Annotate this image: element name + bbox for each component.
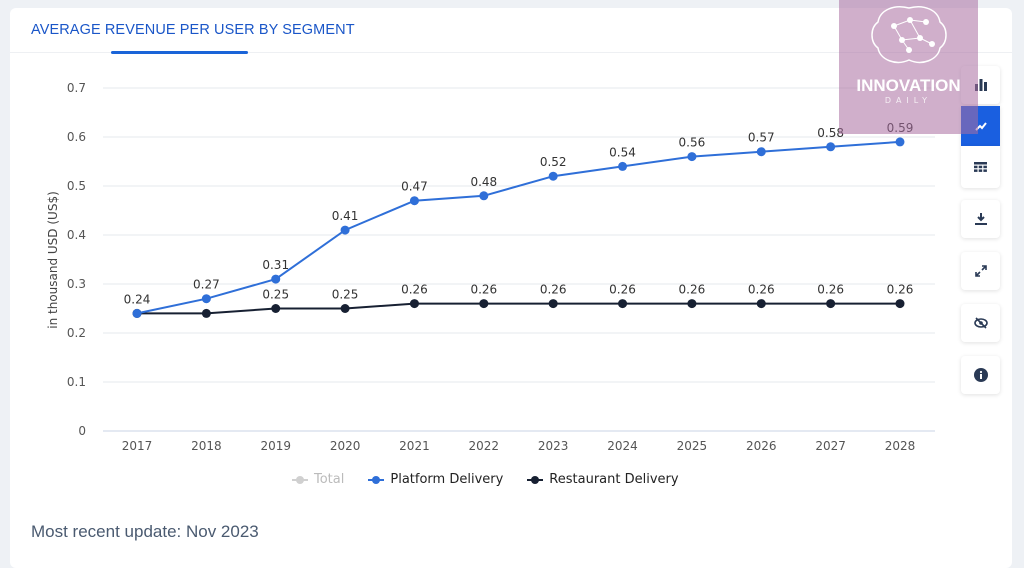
tab-divider (10, 52, 1012, 53)
data-point (618, 299, 628, 309)
x-tick-label: 2023 (538, 439, 569, 453)
data-label: 0.26 (679, 283, 706, 297)
y-tick-label: 0 (78, 424, 86, 438)
data-label: 0.54 (609, 145, 636, 159)
data-point (201, 308, 211, 318)
x-tick-label: 2024 (607, 439, 638, 453)
x-tick-label: 2027 (815, 439, 846, 453)
data-point (271, 304, 281, 313)
data-label: 0.58 (817, 126, 844, 140)
x-tick-label: 2021 (399, 439, 430, 453)
data-point (340, 304, 350, 313)
info-button[interactable] (961, 356, 1000, 394)
watermark-logo: INNOVATION DAILY (839, 0, 978, 134)
data-label: 0.52 (540, 155, 567, 169)
logo-name: INNOVATION (856, 76, 961, 95)
data-label: 0.26 (401, 283, 428, 297)
y-tick-label: 0.5 (67, 179, 86, 193)
legend-item-platform-delivery[interactable]: Platform Delivery (368, 472, 503, 487)
data-label: 0.25 (332, 288, 359, 302)
table-icon (974, 162, 987, 172)
info-icon (973, 368, 988, 382)
x-tick-label: 2028 (885, 439, 916, 453)
y-tick-label: 0.7 (67, 81, 86, 95)
data-label: 0.41 (332, 209, 359, 223)
data-label: 0.48 (470, 175, 497, 189)
hide-button[interactable] (961, 304, 1000, 342)
logo-sub: DAILY (884, 96, 933, 105)
data-point (756, 299, 766, 309)
data-point (895, 299, 905, 309)
x-tick-label: 2020 (330, 439, 361, 453)
y-axis-title: in thousand USD (US$) (46, 191, 60, 329)
data-point (271, 274, 281, 284)
data-point (826, 142, 836, 152)
expand-icon (974, 265, 987, 277)
data-label: 0.27 (193, 278, 220, 292)
legend-item-restaurant-delivery[interactable]: Restaurant Delivery (527, 472, 679, 487)
last-update-text: Most recent update: Nov 2023 (31, 522, 259, 541)
x-tick-label: 2025 (677, 439, 708, 453)
data-point (895, 137, 905, 147)
x-tick-label: 2022 (469, 439, 500, 453)
data-point (201, 294, 211, 304)
legend-label: Platform Delivery (390, 472, 504, 487)
data-label: 0.26 (748, 283, 775, 297)
data-point (548, 171, 558, 181)
fullscreen-button[interactable] (961, 252, 1000, 290)
data-point (340, 225, 350, 235)
data-point (687, 299, 697, 309)
data-label: 0.26 (470, 283, 497, 297)
data-label: 0.47 (401, 180, 428, 194)
active-tab-indicator (111, 51, 248, 54)
x-tick-label: 2019 (260, 439, 291, 453)
data-point (479, 191, 489, 201)
legend-label: Total (314, 472, 345, 487)
data-label: 0.26 (540, 283, 567, 297)
data-label: 0.57 (748, 131, 775, 145)
x-tick-label: 2026 (746, 439, 777, 453)
legend: Total Platform Delivery Restaurant Deliv… (292, 472, 679, 487)
legend-swatch (527, 475, 544, 485)
series-line-restaurant-delivery (137, 302, 900, 315)
data-label: 0.31 (262, 258, 289, 272)
brain-icon (870, 6, 947, 64)
eye-off-icon (973, 317, 988, 329)
y-tick-label: 0.1 (67, 375, 86, 389)
data-point (618, 161, 628, 171)
x-tick-label: 2017 (122, 439, 153, 453)
data-label: 0.25 (262, 288, 289, 302)
download-icon (974, 213, 987, 225)
data-label: 0.26 (817, 283, 844, 297)
data-point (548, 299, 558, 309)
data-point (756, 147, 766, 157)
data-label: 0.24 (124, 292, 151, 306)
legend-item-total[interactable]: Total (292, 472, 344, 487)
y-tick-label: 0.4 (67, 228, 86, 242)
data-point (409, 299, 419, 309)
download-button[interactable] (961, 200, 1000, 238)
data-label: 0.26 (887, 283, 914, 297)
x-tick-label: 2018 (191, 439, 222, 453)
legend-swatch (368, 475, 385, 485)
legend-label: Restaurant Delivery (549, 472, 679, 487)
y-tick-label: 0.2 (67, 326, 86, 340)
series-line-platform-delivery (136, 140, 901, 315)
data-point (826, 299, 836, 309)
table-button[interactable] (961, 146, 1000, 188)
y-tick-label: 0.6 (67, 130, 86, 144)
data-label: 0.26 (609, 283, 636, 297)
y-tick-label: 0.3 (67, 277, 86, 291)
legend-swatch (292, 475, 308, 485)
chart-title: AVERAGE REVENUE PER USER BY SEGMENT (31, 22, 355, 38)
line-chart: 0 0.1 0.2 0.3 0.4 0.5 0.6 0.7 2017 2018 2019 2020 20… (46, 81, 935, 453)
data-label: 0.56 (679, 136, 706, 150)
data-point (479, 299, 489, 309)
data-point (132, 308, 142, 318)
data-point (687, 152, 697, 162)
data-point (409, 196, 419, 206)
